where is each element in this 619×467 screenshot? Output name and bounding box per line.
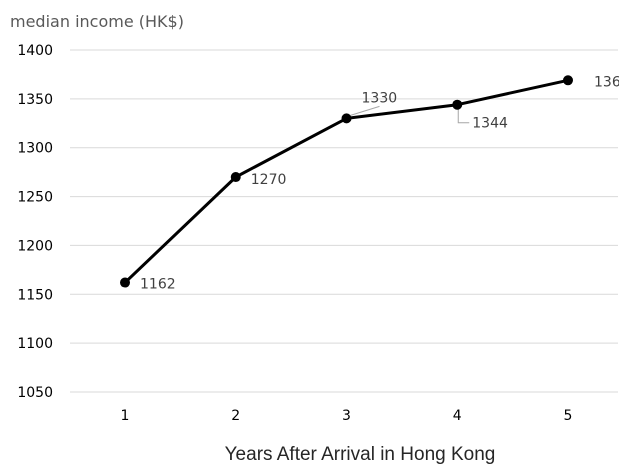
series-line — [123, 78, 569, 284]
x-tick-label-4: 4 — [453, 408, 462, 424]
y-tick-label-1300: 1300 — [17, 141, 53, 157]
x-tick-label-1: 1 — [121, 408, 130, 424]
y-tick-label-1400: 1400 — [17, 43, 53, 59]
y-tick-label-1200: 1200 — [17, 238, 53, 254]
y-tick-label-1250: 1250 — [17, 190, 53, 206]
data-markers — [120, 75, 573, 288]
data-label-4: 1344 — [472, 116, 508, 132]
data-label-3: 1330 — [362, 90, 398, 106]
y-tick-label-1350: 1350 — [17, 92, 53, 108]
x-axis-label: Years After Arrival in Hong Kong — [225, 444, 496, 465]
gridlines — [70, 49, 618, 393]
y-tick-labels: 1050 1100 1150 1200 1250 1300 1350 1400 — [17, 43, 53, 401]
x-tick-labels: 1 2 3 4 5 — [121, 408, 573, 424]
label-leader-lines — [350, 105, 470, 124]
y-tick-label-1150: 1150 — [17, 287, 53, 303]
data-labels: 1162 1270 1330 1344 1369 — [140, 74, 619, 292]
data-label-1: 1162 — [140, 277, 176, 293]
y-axis-label: median income (HK$) — [10, 12, 184, 31]
x-tick-label-5: 5 — [564, 408, 573, 424]
x-tick-label-3: 3 — [342, 408, 351, 424]
data-point-5 — [563, 75, 573, 86]
data-point-2 — [230, 172, 241, 183]
data-label-5: 1369 — [594, 74, 619, 90]
data-point-4 — [452, 99, 463, 110]
y-tick-label-1100: 1100 — [17, 336, 53, 352]
leader-line-4 — [457, 108, 470, 124]
x-tick-label-2: 2 — [231, 408, 240, 424]
y-tick-label-1050: 1050 — [17, 385, 53, 401]
data-label-2: 1270 — [251, 172, 287, 188]
data-point-1 — [120, 277, 130, 288]
data-point-3 — [341, 113, 352, 124]
leader-line-3 — [350, 105, 380, 116]
